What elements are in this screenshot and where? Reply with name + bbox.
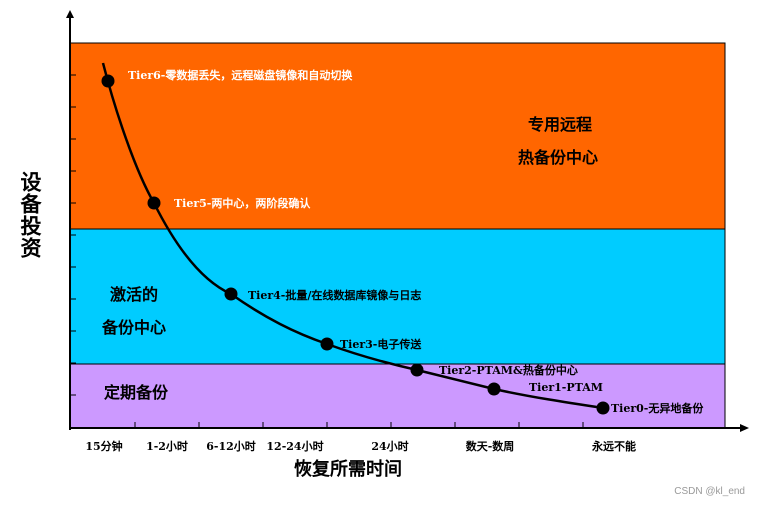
tier2-label: Tier2-PTAM&热备份中心 — [439, 363, 578, 377]
y-axis-label: 设备投资 — [18, 171, 43, 259]
tier4-point — [224, 287, 238, 301]
tier5-label: Tier5-两中心，两阶段确认 — [174, 196, 311, 210]
band-periodic-backup — [69, 363, 726, 429]
band-active-backup-line2: 备份中心 — [101, 318, 166, 337]
tier2-point — [410, 363, 424, 377]
tier3-point — [320, 337, 334, 351]
tier4-label: Tier4-批量/在线数据库镜像与日志 — [248, 288, 421, 302]
x-tick-label: 15分钟 — [85, 439, 122, 453]
x-axis-arrow-icon — [740, 424, 749, 432]
band-hot-remote — [69, 42, 726, 230]
tier6-label: Tier6-零数据丢失，远程磁盘镜像和自动切换 — [128, 68, 353, 82]
tier5-point — [147, 196, 161, 210]
x-tick-label: 永远不能 — [591, 439, 636, 453]
tier-points — [101, 74, 610, 415]
tier6-point — [101, 74, 115, 88]
x-tick-label: 6-12小时 — [206, 439, 256, 453]
x-tick-label: 24小时 — [371, 439, 408, 453]
tier1-point — [487, 382, 501, 396]
x-tick-label: 数天-数周 — [466, 439, 515, 453]
tier0-label: Tier0-无异地备份 — [611, 401, 704, 415]
x-tick-label: 1-2小时 — [146, 439, 188, 453]
x-tick-label: 12-24小时 — [266, 439, 323, 453]
band-hot-remote-line1: 专用远程 — [528, 115, 592, 134]
band-active-backup-line1: 激活的 — [110, 285, 158, 304]
watermark: CSDN @kl_end — [674, 486, 745, 497]
tier1-label: Tier1-PTAM — [529, 381, 603, 394]
tier0-point — [596, 401, 610, 415]
x-tick-labels: 15分钟 1-2小时 6-12小时 12-24小时 24小时 数天-数周 永远不… — [85, 439, 636, 453]
x-axis-label: 恢复所需时间 — [294, 458, 402, 480]
y-axis-arrow-icon — [66, 10, 74, 18]
band-active-backup — [69, 228, 726, 365]
tier3-label: Tier3-电子传送 — [340, 337, 422, 351]
band-periodic-backup-line1: 定期备份 — [103, 383, 169, 402]
band-hot-remote-line2: 热备份中心 — [518, 148, 598, 167]
